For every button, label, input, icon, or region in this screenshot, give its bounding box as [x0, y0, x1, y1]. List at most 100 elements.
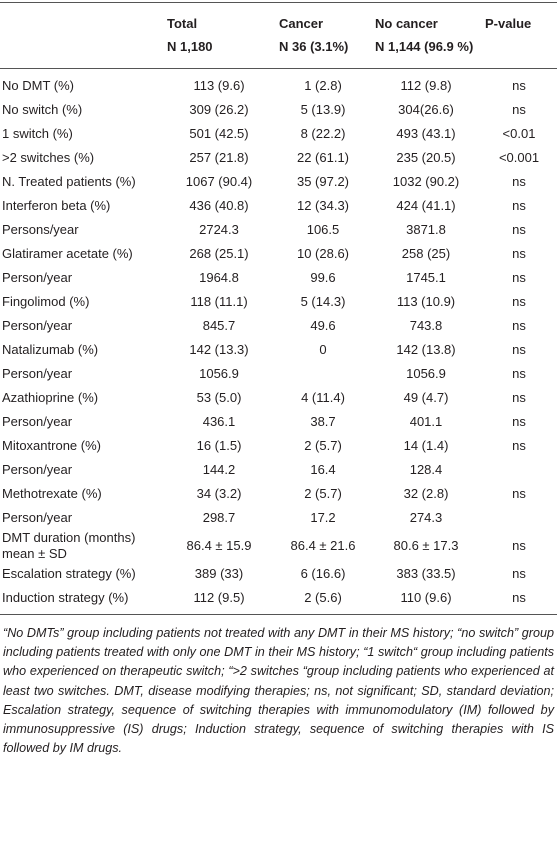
table-cell: 401.1: [409, 414, 443, 429]
table-cell: 6 (16.6): [300, 566, 346, 581]
table-cell: 12 (34.3): [296, 198, 350, 213]
table-cell: Mitoxantrone (%): [2, 438, 101, 453]
table-cell: ns: [512, 222, 526, 237]
table-cell: Interferon beta (%): [2, 198, 111, 213]
table-row: No DMT (%) 113 (9.6) 1 (2.8) 112 (9.8) ns: [0, 69, 557, 99]
table-row: Azathioprine (%) 53 (5.0) 4 (11.4) 49 (4.7)…: [0, 386, 557, 410]
table-row: Fingolimod (%) 118 (11.1) 5 (14.3) 113 (10.…: [0, 290, 557, 314]
table-cell: ns: [512, 102, 526, 117]
table-cell: 2 (5.7): [304, 438, 342, 453]
table-cell: 1 (2.8): [304, 78, 342, 93]
table-cell: 389 (33): [194, 566, 244, 581]
table-cell: ns: [512, 270, 526, 285]
table-row: >2 switches (%) 257 (21.8) 22 (61.1) 235 (2…: [0, 146, 557, 170]
table-cell: 258 (25): [401, 246, 451, 261]
table-row: Mitoxantrone (%) 16 (1.5) 2 (5.7) 14 (1.4) n…: [0, 434, 557, 458]
table-cell: No DMT (%): [2, 78, 74, 93]
table-cell: ns: [512, 414, 526, 429]
table-cell: Glatiramer acetate (%): [2, 246, 133, 261]
table-row: Person/year 1056.9 1056.9 ns: [0, 362, 557, 386]
table-cell: 142 (13.8): [396, 342, 456, 357]
table-cell: ns: [512, 390, 526, 405]
table-cell: 0: [319, 342, 327, 357]
table-cell: 32 (2.8): [403, 486, 449, 501]
header-text: N 36 (3.1%): [279, 39, 349, 54]
table-cell: 113 (9.6): [193, 78, 245, 93]
table-cell: 49 (4.7): [403, 390, 449, 405]
table-cell: 1745.1: [406, 270, 446, 285]
table-cell: 38.7: [310, 414, 336, 429]
table-cell: 112 (9.8): [400, 78, 452, 93]
table-cell: Person/year: [2, 510, 73, 525]
table-cell: 113 (10.9): [396, 294, 456, 309]
table-cell: 1032 (90.2): [392, 174, 460, 189]
table-cell: 424 (41.1): [396, 198, 456, 213]
table-cell: ns: [512, 438, 526, 453]
table-cell: ns: [512, 538, 526, 553]
table-cell: 2724.3: [199, 222, 239, 237]
table-row: Person/year 436.1 38.7 401.1 ns: [0, 410, 557, 434]
table-cell: ns: [512, 78, 526, 93]
table-cell: ns: [512, 318, 526, 333]
header-text: P-value: [485, 16, 532, 31]
header-cell: [0, 2, 163, 69]
table-cell: 86.4 ± 15.9: [186, 538, 252, 553]
header-cell: P-value: [481, 2, 557, 69]
table-row: Methotrexate (%) 34 (3.2) 2 (5.7) 32 (2.8) n…: [0, 482, 557, 506]
table-cell: 118 (11.1): [190, 294, 248, 309]
table-cell: Person/year: [2, 414, 73, 429]
table-cell: 493 (43.1): [396, 126, 456, 141]
table-row: Escalation strategy (%) 389 (33) 6 (16.6) 3…: [0, 562, 557, 586]
table-cell: 110 (9.6): [371, 586, 481, 615]
table-cell: Escalation strategy (%): [2, 566, 136, 581]
table-row: Person/year 298.7 17.2 274.3: [0, 506, 557, 530]
table-cell: Person/year: [2, 462, 73, 477]
table-cell: 144.2: [202, 462, 236, 477]
table-header: Total N 1,180 Cancer N 36 (3.1%) No cancer N …: [0, 2, 557, 69]
table-cell: ns: [512, 366, 526, 381]
table-cell: 22 (61.1): [296, 150, 350, 165]
table-row: Natalizumab (%) 142 (13.3) 0 142 (13.8) ns: [0, 338, 557, 362]
table-row: Glatiramer acetate (%) 268 (25.1) 10 (28.6…: [0, 242, 557, 266]
table-cell: <0.001: [498, 150, 540, 165]
header-text: N 1,144 (96.9 %): [375, 39, 474, 54]
table-cell: ns: [512, 246, 526, 261]
table-cell: ns: [512, 486, 526, 501]
table-cell: [481, 458, 557, 482]
table-cell: 845.7: [202, 318, 236, 333]
table-cell: No switch (%): [2, 102, 83, 117]
table-cell: 128.4: [409, 462, 443, 477]
table-cell: 268 (25.1): [189, 246, 249, 261]
table-cell: 14 (1.4): [403, 438, 449, 453]
table-cell: 16.4: [310, 462, 336, 477]
table-cell: 4 (11.4): [301, 390, 345, 405]
table-cell: DMT duration (months) mean ± SD: [2, 530, 136, 561]
table-cell: 743.8: [409, 318, 443, 333]
table-cell: Methotrexate (%): [2, 486, 102, 501]
table-cell: Natalizumab (%): [2, 342, 99, 357]
table-cell: 10 (28.6): [296, 246, 350, 261]
header-cell: Total N 1,180: [163, 2, 275, 69]
header-text: Cancer: [279, 16, 324, 31]
table-row: Person/year 1964.8 99.6 1745.1 ns: [0, 266, 557, 290]
data-table: Total N 1,180 Cancer N 36 (3.1%) No cancer N …: [0, 2, 557, 615]
table-cell: 80.6 ± 17.3: [393, 538, 459, 553]
table-cell: 3871.8: [406, 222, 446, 237]
table-cell: 383 (33.5): [396, 566, 456, 581]
table-cell: 53 (5.0): [196, 390, 242, 405]
table-body: No DMT (%) 113 (9.6) 1 (2.8) 112 (9.8) ns No …: [0, 69, 557, 615]
table-row: Persons/year 2724.3 106.5 3871.8 ns: [0, 218, 557, 242]
table-cell: 5 (13.9): [300, 102, 346, 117]
table-cell: 106.5: [306, 222, 340, 237]
table-cell: 35 (97.2): [296, 174, 350, 189]
table-cell: ns: [512, 566, 526, 581]
table-cell: >2 switches (%): [2, 150, 95, 165]
table-row: Interferon beta (%) 436 (40.8) 12 (34.3) 42…: [0, 194, 557, 218]
table-cell: 1056.9: [406, 366, 446, 381]
table-cell: Persons/year: [2, 222, 79, 237]
table-cell: 436 (40.8): [189, 198, 249, 213]
table-row: N. Treated patients (%) 1067 (90.4) 35 (97…: [0, 170, 557, 194]
table-cell: 1 switch (%): [2, 126, 73, 141]
footnote: “No DMTs” group including patients not t…: [3, 626, 554, 756]
